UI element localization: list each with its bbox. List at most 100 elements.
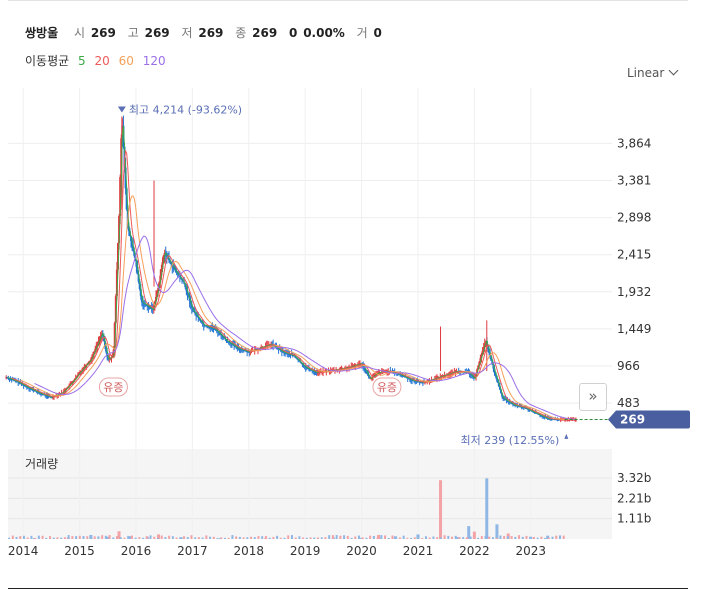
candle — [465, 372, 468, 374]
candle — [87, 362, 90, 364]
candle — [235, 346, 238, 348]
candle — [545, 417, 548, 419]
volume-bar — [467, 526, 471, 539]
candle — [58, 393, 61, 395]
candle — [376, 373, 379, 375]
candle — [202, 323, 205, 326]
current-price-tag — [608, 410, 690, 429]
candle — [492, 364, 495, 369]
candle — [218, 332, 221, 335]
volume-value: 0 — [373, 26, 382, 40]
candle — [493, 368, 496, 373]
volume-bar — [78, 535, 81, 539]
candle — [24, 385, 27, 387]
candle — [132, 246, 135, 251]
volume-bar — [130, 535, 133, 539]
candle — [159, 275, 162, 283]
candle — [199, 319, 202, 321]
candle — [375, 374, 378, 376]
volume-bar — [104, 535, 107, 539]
candle — [418, 381, 421, 383]
candle — [301, 363, 304, 365]
candle — [122, 125, 125, 147]
volume-bar — [387, 537, 390, 539]
candle — [188, 297, 191, 301]
volume-bar — [116, 536, 119, 539]
candle — [209, 326, 212, 328]
candle — [246, 350, 249, 352]
double-chevron-right-icon[interactable]: » — [579, 383, 607, 411]
candle — [345, 367, 348, 369]
time-axis-label: 2021 — [403, 544, 434, 558]
volume-bar — [205, 535, 208, 539]
candle — [553, 419, 556, 421]
candle — [484, 341, 487, 344]
candle — [83, 367, 86, 369]
candle — [266, 345, 269, 347]
volume-bar — [384, 535, 387, 539]
volume-bar — [32, 538, 36, 540]
volume-bar — [108, 535, 111, 539]
volume-bar — [128, 536, 132, 539]
candle — [16, 381, 19, 383]
candle — [488, 348, 491, 353]
candle — [518, 406, 521, 408]
volume-bar — [361, 537, 364, 539]
candle — [366, 372, 369, 375]
candle — [200, 320, 203, 323]
volume-bar — [360, 537, 364, 539]
volume-bar — [380, 535, 383, 539]
candle — [439, 376, 442, 378]
volume-bar — [290, 535, 293, 539]
candle — [8, 378, 11, 380]
candle — [12, 379, 15, 381]
candle — [379, 372, 382, 374]
volume-plot-area — [8, 449, 612, 539]
volume-bar — [357, 535, 360, 539]
volume-bar — [421, 537, 424, 539]
volume-bar — [372, 536, 375, 539]
candle — [526, 408, 529, 410]
candle — [19, 382, 22, 384]
volume-tick-label: 2.21b — [617, 491, 651, 505]
candle — [490, 356, 493, 361]
candle — [248, 351, 251, 353]
volume-bar — [305, 537, 308, 539]
volume-bar — [41, 535, 44, 539]
price-tick-label: 483 — [617, 396, 640, 410]
candle — [57, 394, 60, 396]
candle — [501, 393, 504, 397]
volume-bar — [346, 535, 349, 539]
candle — [286, 353, 289, 355]
volume-bar — [149, 535, 152, 539]
candle — [234, 345, 237, 347]
candle — [543, 416, 546, 418]
candle — [274, 346, 277, 348]
current-price-label: 269 — [620, 413, 645, 427]
candle — [225, 339, 228, 341]
ma20-line — [11, 149, 576, 420]
candle — [338, 369, 341, 371]
volume-bar — [8, 537, 11, 539]
candle — [56, 394, 59, 396]
candle — [343, 368, 346, 370]
scale-toggle-button[interactable]: Linear — [627, 65, 679, 80]
candle — [88, 360, 91, 363]
candle — [36, 391, 39, 393]
candle — [340, 369, 343, 371]
candle — [198, 317, 201, 320]
volume-bar — [93, 536, 96, 539]
candle — [559, 419, 562, 421]
volume-bar — [350, 537, 353, 539]
candle — [558, 419, 561, 421]
candle — [387, 371, 390, 373]
change-percent: 0.00% — [303, 26, 345, 40]
ma5-line — [7, 125, 576, 420]
candle — [76, 374, 79, 377]
candle — [119, 177, 122, 216]
candle — [415, 380, 418, 382]
volume-bar — [212, 536, 215, 539]
price-tick-label: 1,932 — [617, 285, 651, 299]
volume-bar — [417, 535, 420, 539]
